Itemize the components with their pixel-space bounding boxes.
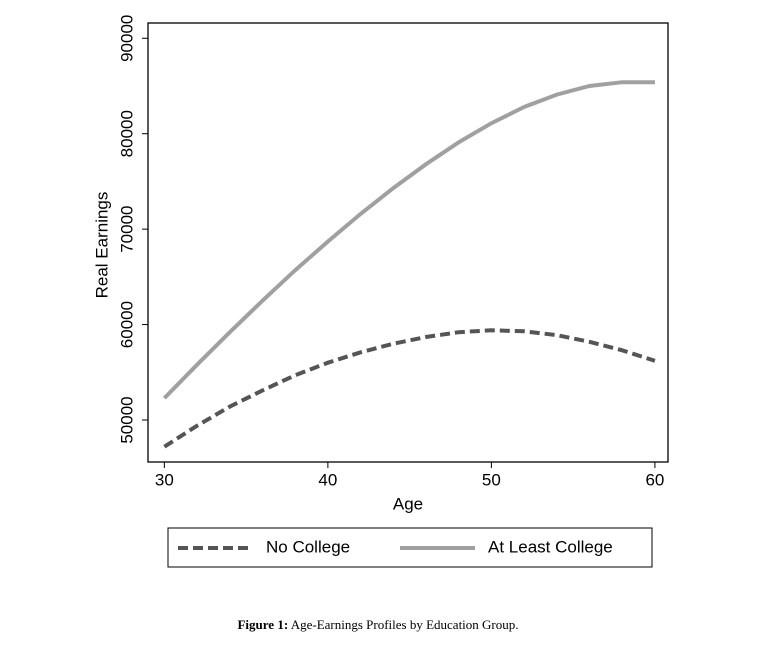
legend-label: At Least College [488, 537, 613, 556]
y-tick-label: 60000 [117, 301, 136, 348]
y-tick-label: 50000 [117, 396, 136, 443]
plot-frame [147, 22, 669, 463]
legend-label: No College [266, 537, 350, 556]
series-line [162, 80, 655, 400]
series-line [163, 328, 656, 449]
x-tick-label: 60 [645, 470, 664, 489]
x-tick-label: 30 [155, 470, 174, 489]
y-tick-label: 70000 [117, 205, 136, 252]
caption-text: Age-Earnings Profiles by Education Group… [291, 617, 519, 632]
caption: Figure 1: Age-Earnings Profiles by Educa… [237, 617, 518, 632]
y-axis-label: Real Earnings [92, 192, 111, 299]
x-tick-label: 50 [482, 470, 501, 489]
x-tick-label: 40 [318, 470, 337, 489]
y-tick-label: 80000 [117, 110, 136, 157]
legend-box [167, 527, 653, 568]
caption-label: Figure 1: [237, 617, 288, 632]
y-tick-label: 90000 [117, 15, 136, 62]
x-axis-label: Age [393, 494, 423, 513]
